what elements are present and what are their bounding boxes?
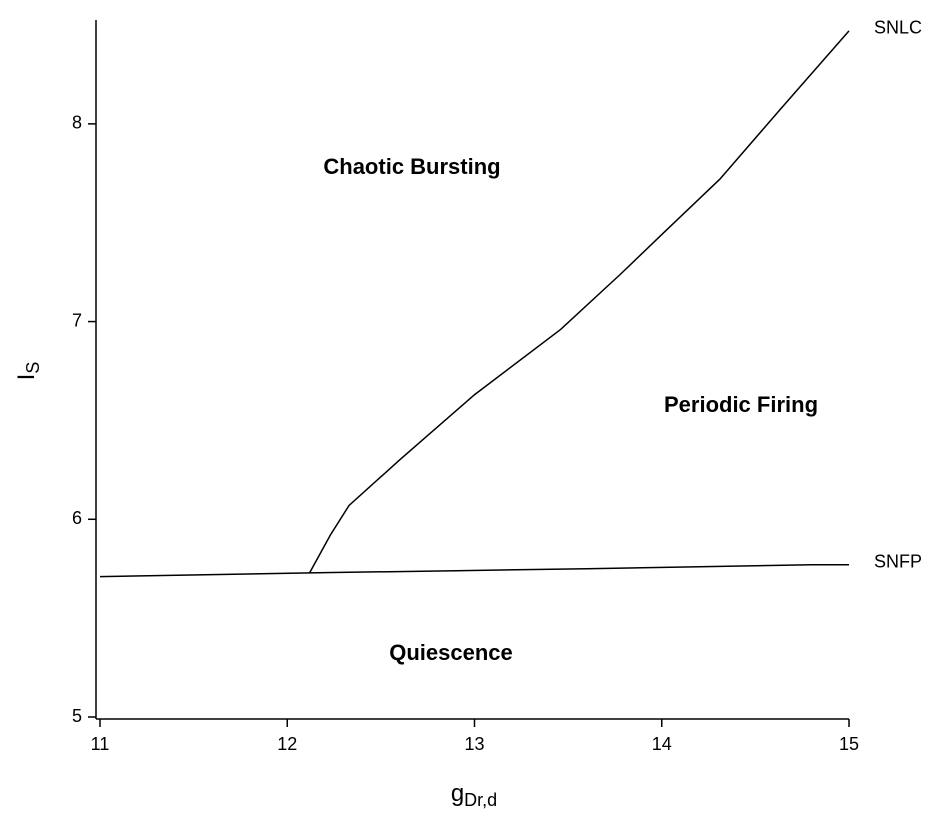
region-label: Periodic Firing [664,392,818,417]
x-axis-label: gDr,d [451,780,497,809]
curve-label: SNLC [874,18,922,38]
x-tick-label: 11 [91,734,110,754]
region-label: Quiescence [389,640,513,665]
curve-label: SNFP [874,552,922,572]
x-tick-label: 13 [464,734,484,754]
y-tick-label: 8 [72,113,82,133]
curve [309,30,850,574]
x-tick-label: 12 [277,734,297,754]
y-tick-label: 5 [72,706,82,726]
x-label-base: g [451,780,464,807]
y-label-sub: S [23,362,43,374]
y-axis-label: IS [13,362,42,381]
curve [99,564,849,578]
x-tick-label: 15 [839,734,859,754]
x-tick-label: 14 [652,734,672,754]
region-label: Chaotic Bursting [323,154,500,179]
x-label-sub: Dr,d [464,790,497,810]
y-tick-label: 6 [72,508,82,528]
y-label-base: I [13,374,40,381]
y-tick-label: 7 [72,310,82,330]
